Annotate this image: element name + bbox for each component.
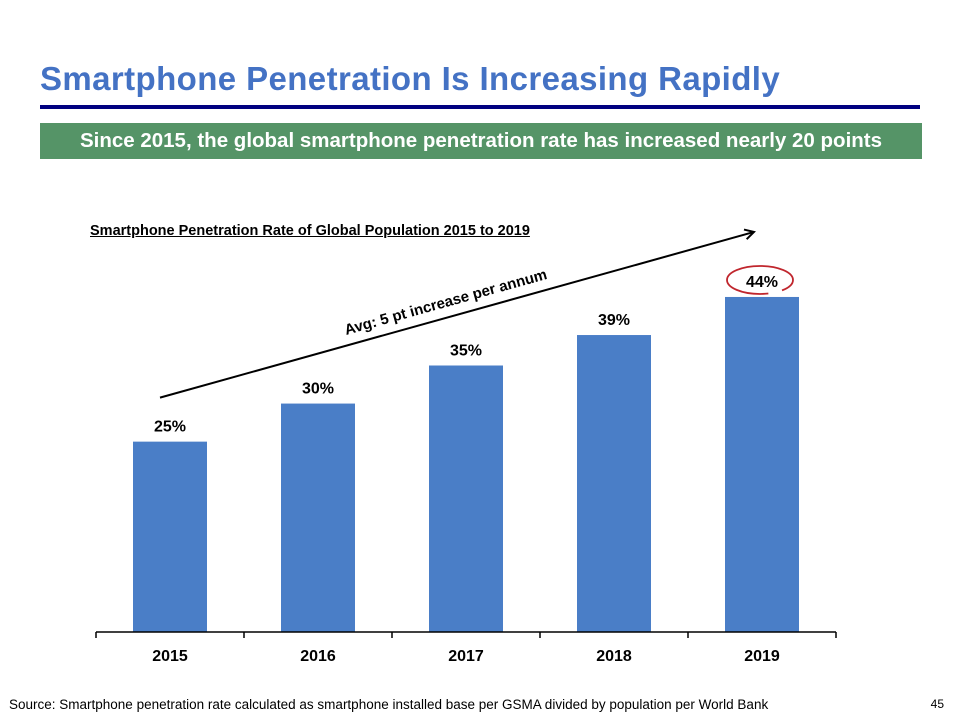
x-tick-label-2017: 2017 <box>448 648 484 665</box>
x-tick-label-2019: 2019 <box>744 648 780 665</box>
highlight-circle <box>726 265 794 295</box>
title-divider <box>40 105 920 109</box>
chart-title: Smartphone Penetration Rate of Global Po… <box>90 223 530 239</box>
data-label-2017: 35% <box>450 342 482 359</box>
bar-2017 <box>429 365 503 632</box>
bar-2019 <box>725 296 799 632</box>
x-tick-label-2016: 2016 <box>300 648 336 665</box>
data-label-2019: 44% <box>746 274 778 291</box>
slide-title: Smartphone Penetration Is Increasing Rap… <box>40 60 781 97</box>
bar-2015 <box>133 441 207 632</box>
page-number: 45 <box>930 697 944 711</box>
bars-layer: 25% 30% 35% 39% 44% <box>133 274 799 632</box>
bar-2016 <box>281 403 355 632</box>
source-note: Source: Smartphone penetration rate calc… <box>9 697 769 712</box>
bar-2018 <box>577 335 651 632</box>
x-axis: 2015 2016 2017 2018 2019 <box>95 631 837 665</box>
key-message-banner: Since 2015, the global smartphone penetr… <box>40 123 922 159</box>
trend-arrow <box>159 232 754 399</box>
data-label-2016: 30% <box>302 381 334 398</box>
trend-annotation-label: Avg: 5 pt increase per annum <box>343 266 549 339</box>
data-label-2018: 39% <box>598 312 630 329</box>
x-tick-label-2015: 2015 <box>152 648 188 665</box>
key-message-text: Since 2015, the global smartphone penetr… <box>79 129 883 152</box>
x-tick-label-2018: 2018 <box>596 648 632 665</box>
data-label-2015: 25% <box>154 419 186 436</box>
